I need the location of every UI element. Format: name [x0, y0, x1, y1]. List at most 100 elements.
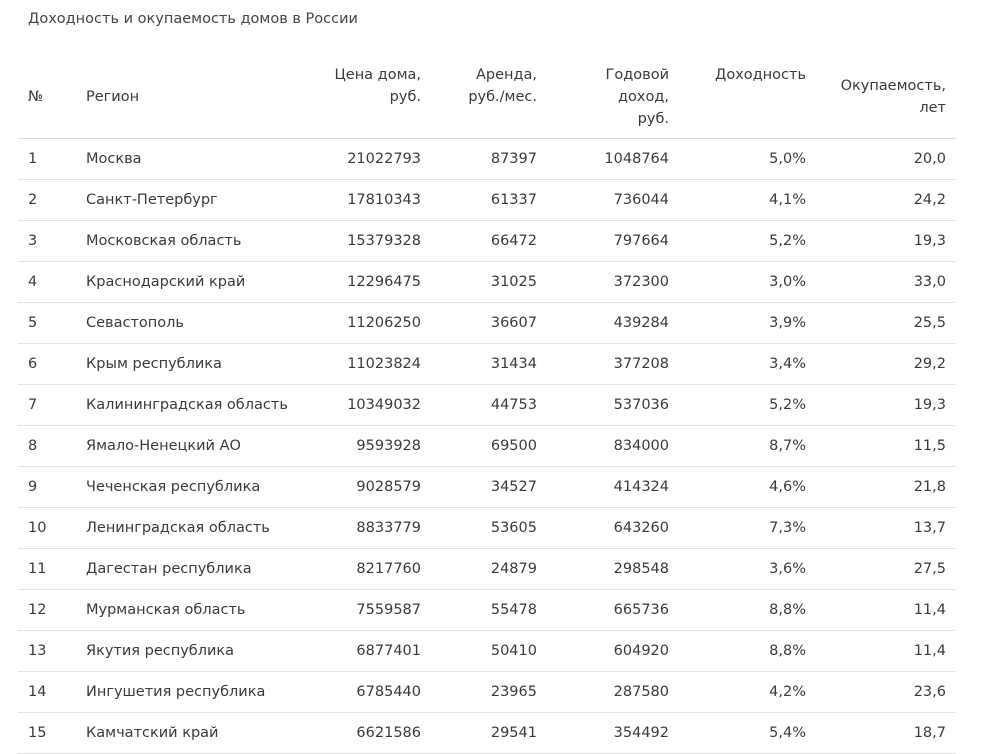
table-row: 4 Краснодарский край 12296475 31025 372300 3,… [18, 261, 956, 303]
cell-payback: 23,6 [816, 671, 956, 713]
cell-region: Санкт-Петербург [76, 179, 294, 221]
header-price-line2: руб. [389, 89, 421, 105]
cell-num: 15 [18, 712, 76, 754]
cell-num: 9 [18, 466, 76, 508]
cell-payback: 18,7 [816, 712, 956, 754]
cell-yield: 3,4% [679, 343, 816, 385]
table-row: 8 Ямало-Ненецкий АО 9593928 69500 834000 8,7%… [18, 425, 956, 467]
page: Доходность и окупаемость домов в России … [18, 11, 956, 754]
cell-region: Крым республика [76, 343, 294, 385]
cell-yield: 3,9% [679, 302, 816, 344]
cell-region: Ленинградская область [76, 507, 294, 549]
table-row: 3 Московская область 15379328 66472 797664 5,… [18, 220, 956, 262]
cell-yield: 8,8% [679, 589, 816, 631]
cell-yield: 5,2% [679, 220, 816, 262]
header-yield: Доходность [679, 54, 816, 139]
cell-rent: 34527 [431, 466, 547, 508]
cell-yield: 5,0% [679, 138, 816, 180]
cell-price: 8217760 [294, 548, 431, 590]
cell-payback: 11,5 [816, 425, 956, 467]
cell-price: 7559587 [294, 589, 431, 631]
table-row: 11 Дагестан республика 8217760 24879 298548 3… [18, 548, 956, 590]
cell-payback: 29,2 [816, 343, 956, 385]
cell-payback: 20,0 [816, 138, 956, 180]
cell-price: 10349032 [294, 384, 431, 426]
cell-payback: 33,0 [816, 261, 956, 303]
cell-rent: 31434 [431, 343, 547, 385]
table-row: 2 Санкт-Петербург 17810343 61337 736044 4,1% 2… [18, 179, 956, 221]
cell-income: 736044 [547, 179, 679, 221]
cell-rent: 36607 [431, 302, 547, 344]
header-income-line1: Годовой доход, [605, 67, 669, 105]
cell-price: 6877401 [294, 630, 431, 672]
cell-rent: 24879 [431, 548, 547, 590]
cell-payback: 27,5 [816, 548, 956, 590]
cell-income: 834000 [547, 425, 679, 467]
cell-rent: 66472 [431, 220, 547, 262]
data-table: № Регион Цена дома, руб. Аренда, руб./ме… [18, 54, 956, 754]
cell-rent: 31025 [431, 261, 547, 303]
cell-income: 298548 [547, 548, 679, 590]
cell-yield: 3,6% [679, 548, 816, 590]
cell-income: 537036 [547, 384, 679, 426]
cell-price: 12296475 [294, 261, 431, 303]
cell-num: 8 [18, 425, 76, 467]
cell-region: Якутия республика [76, 630, 294, 672]
header-payback: Окупаемость, лет [816, 54, 956, 139]
cell-price: 9028579 [294, 466, 431, 508]
cell-price: 21022793 [294, 138, 431, 180]
cell-num: 6 [18, 343, 76, 385]
cell-region: Чеченская республика [76, 466, 294, 508]
cell-region: Мурманская область [76, 589, 294, 631]
header-region: Регион [76, 54, 294, 139]
table-body: 1 Москва 21022793 87397 1048764 5,0% 20,0 2 Санк… [18, 138, 956, 754]
cell-yield: 4,1% [679, 179, 816, 221]
cell-rent: 23965 [431, 671, 547, 713]
cell-income: 377208 [547, 343, 679, 385]
cell-payback: 11,4 [816, 630, 956, 672]
cell-yield: 5,2% [679, 384, 816, 426]
cell-price: 6785440 [294, 671, 431, 713]
cell-num: 11 [18, 548, 76, 590]
cell-region: Севастополь [76, 302, 294, 344]
cell-num: 13 [18, 630, 76, 672]
cell-income: 797664 [547, 220, 679, 262]
cell-rent: 44753 [431, 384, 547, 426]
cell-price: 11023824 [294, 343, 431, 385]
cell-rent: 55478 [431, 589, 547, 631]
cell-num: 1 [18, 138, 76, 180]
header-num: № [18, 54, 76, 139]
cell-income: 604920 [547, 630, 679, 672]
header-income: Годовой доход, руб. [547, 54, 679, 139]
header-price-line1: Цена дома, [334, 67, 421, 83]
cell-yield: 4,2% [679, 671, 816, 713]
cell-yield: 3,0% [679, 261, 816, 303]
cell-num: 14 [18, 671, 76, 713]
cell-price: 9593928 [294, 425, 431, 467]
cell-region: Камчатский край [76, 712, 294, 754]
header-rent-line1: Аренда, [475, 67, 537, 83]
cell-region: Калининградская область [76, 384, 294, 426]
cell-num: 10 [18, 507, 76, 549]
cell-payback: 11,4 [816, 589, 956, 631]
header-row: № Регион Цена дома, руб. Аренда, руб./ме… [18, 54, 956, 139]
cell-region: Дагестан республика [76, 548, 294, 590]
table-row: 13 Якутия республика 6877401 50410 604920 8,8… [18, 630, 956, 672]
table-row: 5 Севастополь 11206250 36607 439284 3,9% 25,5 [18, 302, 956, 344]
cell-price: 6621586 [294, 712, 431, 754]
cell-num: 4 [18, 261, 76, 303]
cell-payback: 25,5 [816, 302, 956, 344]
cell-num: 2 [18, 179, 76, 221]
cell-region: Москва [76, 138, 294, 180]
cell-yield: 7,3% [679, 507, 816, 549]
cell-payback: 21,8 [816, 466, 956, 508]
table-row: 12 Мурманская область 7559587 55478 665736 8,… [18, 589, 956, 631]
cell-price: 8833779 [294, 507, 431, 549]
table-row: 10 Ленинградская область 8833779 53605 64326… [18, 507, 956, 549]
cell-income: 372300 [547, 261, 679, 303]
cell-region: Краснодарский край [76, 261, 294, 303]
cell-income: 287580 [547, 671, 679, 713]
cell-price: 11206250 [294, 302, 431, 344]
cell-num: 7 [18, 384, 76, 426]
header-income-line2: руб. [637, 111, 669, 127]
